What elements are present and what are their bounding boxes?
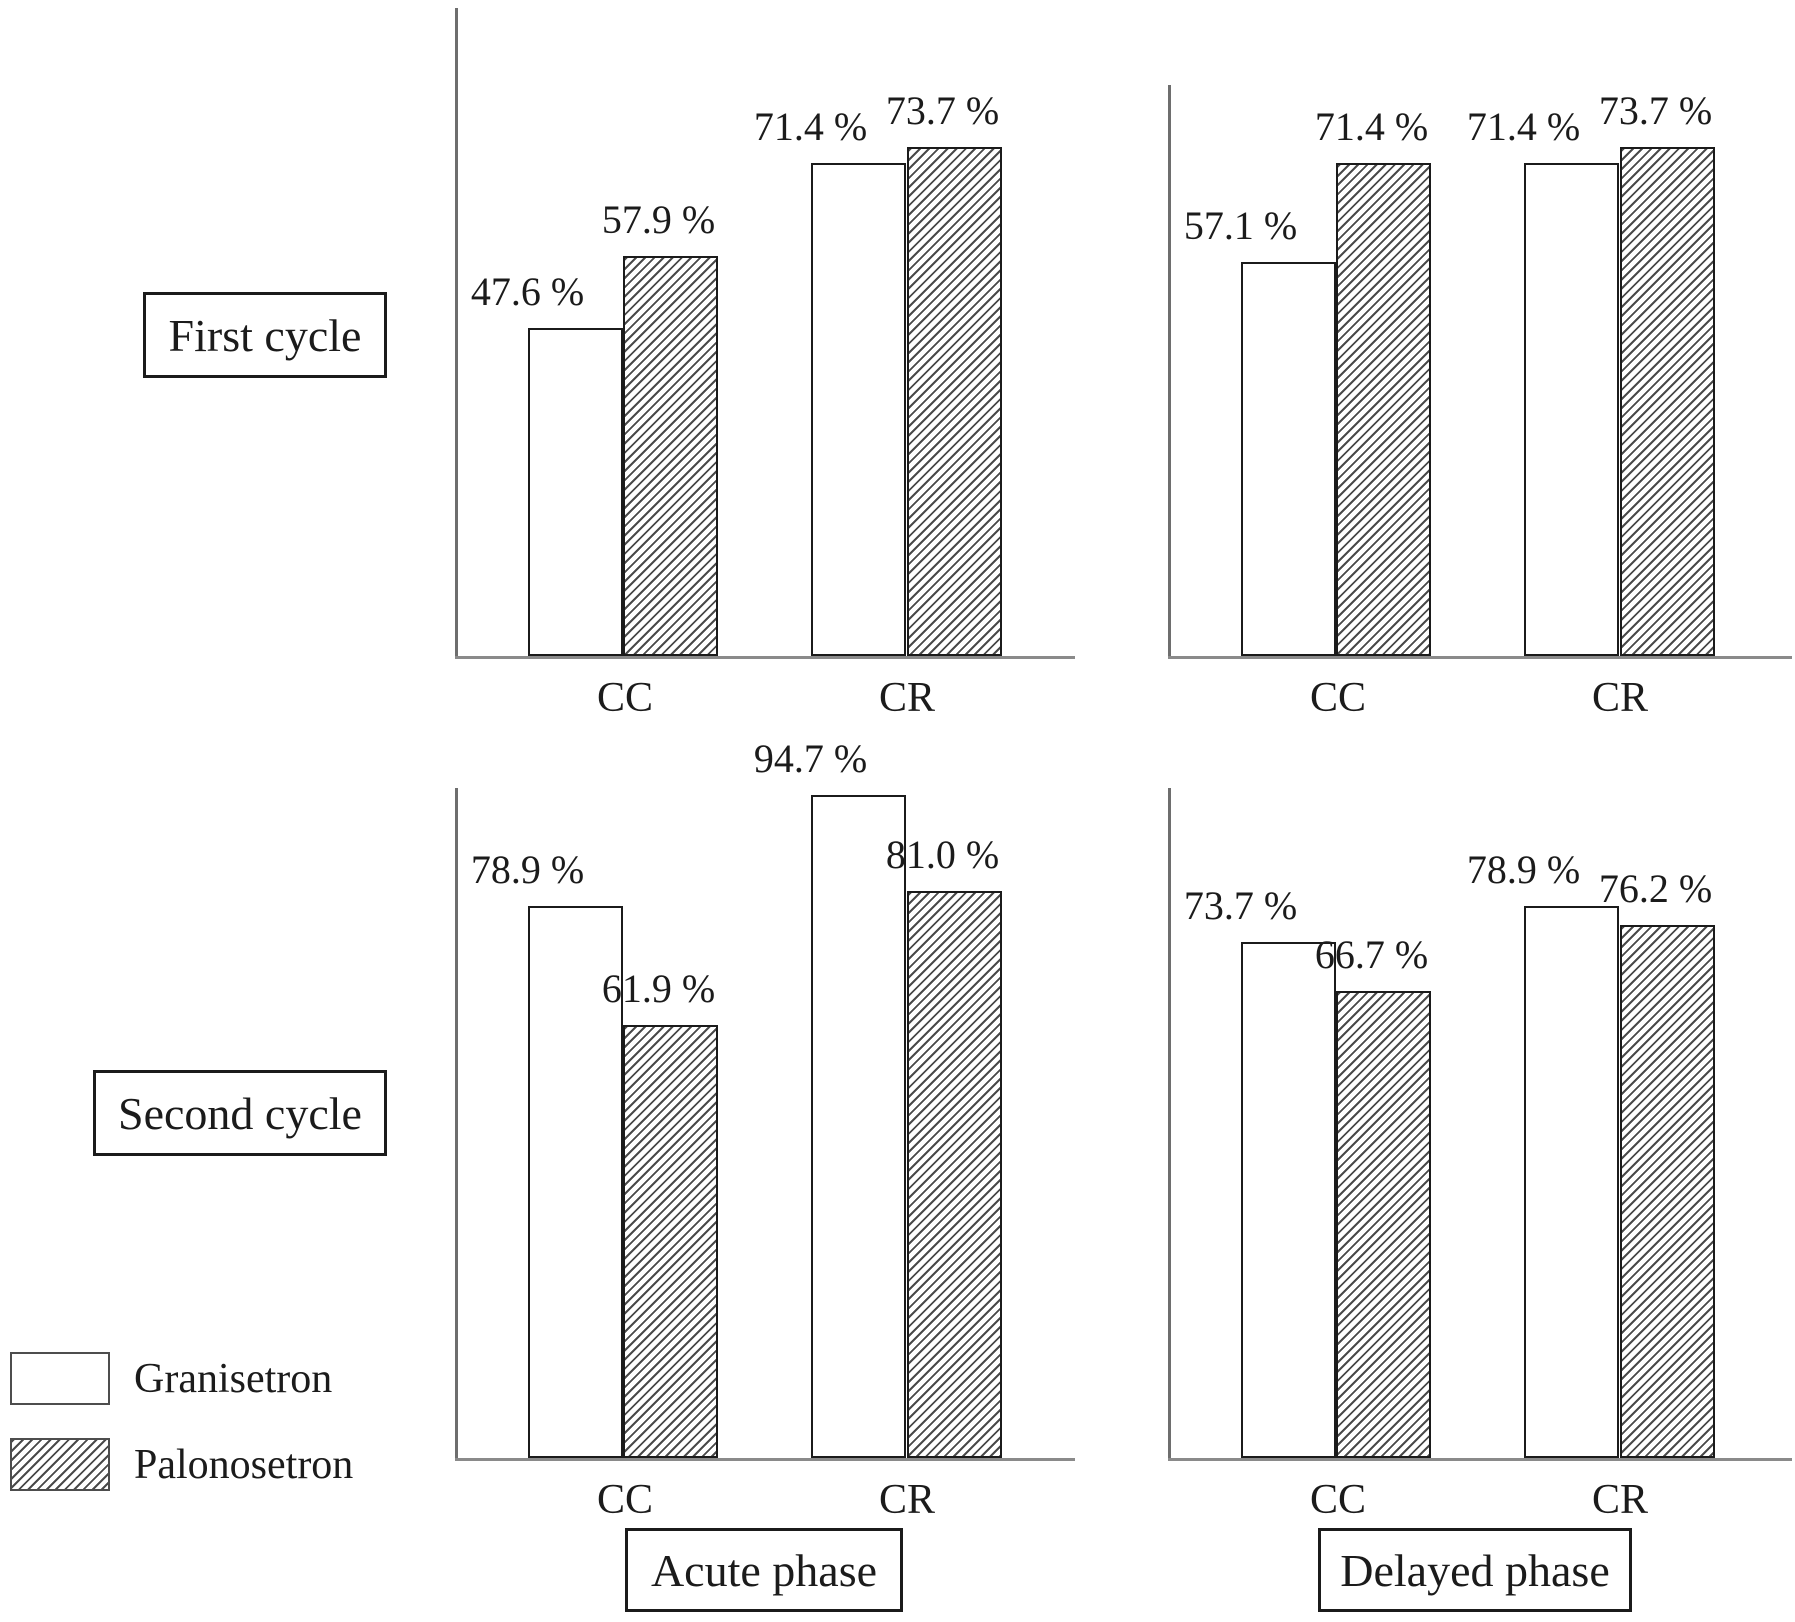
- bar-palonosetron-cr: [907, 891, 1002, 1458]
- col-label-delayed-phase: Delayed phase: [1318, 1528, 1632, 1612]
- category-label-cc: CC: [596, 675, 654, 721]
- bar-granisetron-cr: [1524, 906, 1619, 1458]
- category-label-cc: CC: [596, 1477, 654, 1523]
- legend-swatch-granisetron: [10, 1352, 110, 1405]
- value-label-palonosetron-cc: 71.4 %: [1314, 104, 1429, 149]
- bar-granisetron-cc: [528, 328, 623, 656]
- legend-swatch-palonosetron: [10, 1438, 110, 1491]
- value-label-palonosetron-cr: 76.2 %: [1598, 866, 1713, 911]
- legend-item-granisetron: Granisetron: [10, 1352, 332, 1405]
- legend-item-palonosetron: Palonosetron: [10, 1438, 353, 1491]
- row-label-first-cycle: First cycle: [143, 292, 387, 378]
- value-label-granisetron-cc: 57.1 %: [1183, 203, 1298, 248]
- y-axis: [455, 788, 458, 1458]
- bar-palonosetron-cr: [1620, 147, 1715, 656]
- bar-palonosetron-cc: [623, 1025, 718, 1458]
- bar-granisetron-cr: [811, 163, 906, 656]
- bar-palonosetron-cr: [907, 147, 1002, 656]
- value-label-granisetron-cc: 47.6 %: [470, 269, 585, 314]
- value-label-granisetron-cr: 71.4 %: [753, 104, 868, 149]
- y-axis: [1168, 85, 1171, 656]
- bar-palonosetron-cc: [1336, 163, 1431, 656]
- category-label-cr: CR: [1591, 675, 1649, 721]
- value-label-palonosetron-cr: 73.7 %: [1598, 88, 1713, 133]
- bar-granisetron-cr: [811, 795, 906, 1458]
- bar-granisetron-cr: [1524, 163, 1619, 656]
- category-label-cr: CR: [878, 1477, 936, 1523]
- x-axis: [1168, 656, 1792, 659]
- value-label-granisetron-cr: 78.9 %: [1466, 847, 1581, 892]
- category-label-cc: CC: [1309, 675, 1367, 721]
- legend-label-granisetron: Granisetron: [134, 1355, 333, 1402]
- value-label-palonosetron-cc: 61.9 %: [601, 966, 716, 1011]
- bar-granisetron-cc: [1241, 262, 1336, 656]
- value-label-granisetron-cr: 94.7 %: [753, 736, 868, 781]
- value-label-granisetron-cc: 78.9 %: [470, 847, 585, 892]
- x-axis: [1168, 1458, 1792, 1461]
- y-axis: [455, 8, 458, 656]
- value-label-granisetron-cc: 73.7 %: [1183, 883, 1298, 928]
- value-label-palonosetron-cr: 81.0 %: [885, 832, 1000, 877]
- bar-palonosetron-cc: [623, 256, 718, 656]
- row-label-second-cycle: Second cycle: [93, 1070, 387, 1156]
- x-axis: [455, 656, 1075, 659]
- legend-label-palonosetron: Palonosetron: [134, 1441, 354, 1488]
- category-label-cr: CR: [878, 675, 936, 721]
- bar-palonosetron-cr: [1620, 925, 1715, 1458]
- x-axis: [455, 1458, 1075, 1461]
- bar-granisetron-cc: [1241, 942, 1336, 1458]
- value-label-palonosetron-cc: 57.9 %: [601, 197, 716, 242]
- value-label-palonosetron-cr: 73.7 %: [885, 88, 1000, 133]
- category-label-cc: CC: [1309, 1477, 1367, 1523]
- category-label-cr: CR: [1591, 1477, 1649, 1523]
- value-label-granisetron-cr: 71.4 %: [1466, 104, 1581, 149]
- value-label-palonosetron-cc: 66.7 %: [1314, 932, 1429, 977]
- y-axis: [1168, 788, 1171, 1458]
- bar-granisetron-cc: [528, 906, 623, 1458]
- col-label-acute-phase: Acute phase: [625, 1528, 903, 1612]
- bar-palonosetron-cc: [1336, 991, 1431, 1458]
